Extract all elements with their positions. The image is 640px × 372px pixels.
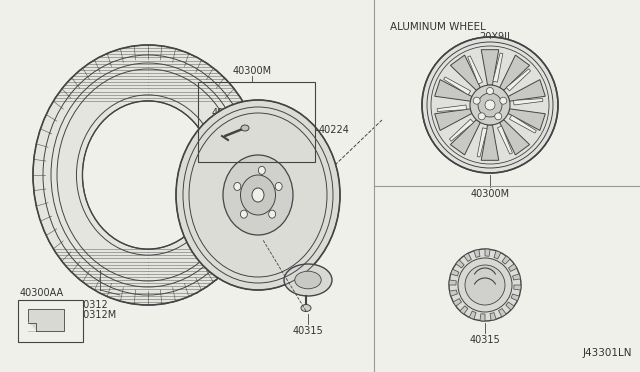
Circle shape [465,265,505,305]
Ellipse shape [234,182,241,190]
Polygon shape [444,77,470,95]
Polygon shape [449,119,474,141]
Polygon shape [514,285,521,290]
Polygon shape [464,253,472,262]
Ellipse shape [295,271,321,289]
Text: 40312M: 40312M [78,310,117,320]
Polygon shape [477,128,487,157]
Text: 40315: 40315 [470,335,500,345]
Polygon shape [437,105,467,112]
Ellipse shape [259,166,266,174]
Ellipse shape [241,125,249,131]
Polygon shape [494,251,501,259]
Polygon shape [490,312,496,320]
Polygon shape [513,99,543,105]
Polygon shape [28,323,36,331]
Circle shape [449,249,521,321]
Circle shape [486,87,493,94]
Polygon shape [480,314,485,321]
Ellipse shape [223,155,293,235]
Polygon shape [508,264,517,272]
Text: 20X9JJ: 20X9JJ [479,32,511,42]
Circle shape [478,93,502,117]
Ellipse shape [284,264,332,296]
Polygon shape [451,269,459,276]
Polygon shape [511,294,519,301]
Ellipse shape [176,100,340,290]
Circle shape [458,258,512,312]
Polygon shape [485,249,490,256]
Polygon shape [469,311,476,319]
Text: 40300AA: 40300AA [20,288,64,298]
Polygon shape [508,80,545,101]
Bar [28,309,64,331]
Ellipse shape [83,101,214,249]
Text: 40224: 40224 [319,125,350,135]
Polygon shape [481,50,499,85]
Polygon shape [435,80,472,101]
Ellipse shape [301,305,311,311]
Text: ALUMINUM WHEEL: ALUMINUM WHEEL [390,22,486,32]
Polygon shape [506,302,514,310]
Polygon shape [451,120,480,155]
Circle shape [470,85,510,125]
Circle shape [495,113,502,120]
Polygon shape [474,250,480,257]
Polygon shape [497,126,513,154]
Circle shape [473,97,480,104]
Circle shape [485,100,495,110]
Text: 40312: 40312 [78,300,109,310]
Bar [198,82,315,162]
Ellipse shape [275,182,282,190]
Polygon shape [509,115,536,133]
Ellipse shape [33,45,263,305]
Polygon shape [500,120,529,155]
Polygon shape [453,299,461,306]
Polygon shape [508,109,545,131]
Text: 40315: 40315 [292,326,323,336]
Ellipse shape [241,175,275,215]
Polygon shape [506,69,531,91]
Circle shape [422,37,558,173]
Polygon shape [499,308,506,317]
Text: 40300M: 40300M [232,66,271,76]
Circle shape [478,113,485,120]
Polygon shape [513,274,520,280]
Polygon shape [435,109,472,131]
Polygon shape [460,306,468,314]
Ellipse shape [252,188,264,202]
Polygon shape [493,53,503,82]
Text: 40300M: 40300M [470,189,509,199]
Text: 40311: 40311 [212,108,243,118]
Polygon shape [456,260,464,268]
Polygon shape [502,256,510,264]
Polygon shape [449,290,458,296]
Text: J43301LN: J43301LN [582,348,632,358]
Bar [18,300,83,342]
Polygon shape [500,55,529,90]
Polygon shape [481,125,499,160]
Ellipse shape [241,210,247,218]
Polygon shape [451,55,480,90]
Polygon shape [468,56,483,84]
Circle shape [500,97,507,104]
Ellipse shape [269,210,276,218]
Polygon shape [449,280,456,285]
